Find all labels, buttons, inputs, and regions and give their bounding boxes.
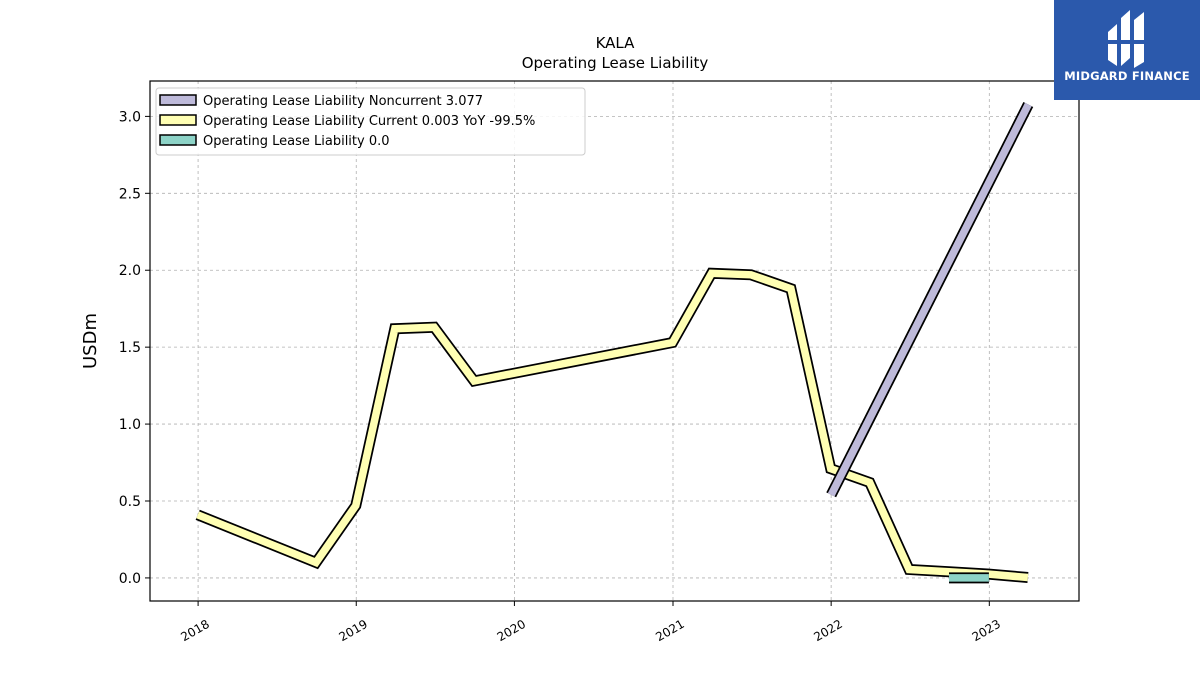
midgard-finance-logo: MIDGARD FINANCE	[1054, 0, 1200, 100]
y-tick-label: 2.0	[119, 263, 141, 279]
y-axis-label: USDm	[80, 313, 101, 369]
plot-frame	[149, 80, 1080, 602]
x-axis-ticks: 2018 2019 2020 2021 2022 2023	[178, 601, 1003, 644]
legend-label: Operating Lease Liability Noncurrent 3.0…	[203, 94, 483, 109]
legend-swatch	[159, 134, 197, 146]
legend-box	[155, 87, 586, 156]
y-tick-label: 1.5	[119, 340, 141, 356]
legend-entry: Operating Lease Liability 0.0	[159, 134, 390, 149]
y-tick-label: 2.5	[119, 186, 141, 202]
chart-title: KALA	[596, 34, 636, 52]
legend: Operating Lease Liability Noncurrent 3.0…	[155, 87, 586, 156]
legend-label: Operating Lease Liability 0.0	[203, 134, 390, 149]
y-tick-label: 0.0	[119, 571, 141, 587]
series-operating-lease-liability-noncurrent	[826, 102, 1034, 498]
legend-label: Operating Lease Liability Current 0.003 …	[203, 114, 535, 129]
x-tick-label: 2018	[178, 617, 211, 644]
series-line	[196, 269, 1029, 582]
y-tick-label: 1.0	[119, 417, 141, 433]
chart-subtitle: Operating Lease Liability	[522, 54, 709, 72]
series-line	[827, 102, 1032, 497]
series-outline	[195, 267, 1029, 583]
x-tick-label: 2021	[653, 617, 686, 644]
legend-swatch	[159, 114, 197, 126]
series-operating-lease-liability-current	[195, 267, 1029, 583]
series-layer	[195, 102, 1034, 584]
logo-text: MIDGARD FINANCE	[1064, 69, 1190, 83]
x-tick-label: 2023	[970, 617, 1003, 644]
x-tick-label: 2020	[495, 617, 528, 644]
y-tick-label: 3.0	[119, 109, 141, 125]
x-tick-label: 2022	[811, 617, 844, 644]
grid	[150, 81, 1079, 601]
x-tick-label: 2019	[337, 617, 370, 644]
legend-entry: Operating Lease Liability Noncurrent 3.0…	[159, 94, 483, 109]
y-axis-ticks: 0.0 0.5 1.0 1.5 2.0 2.5 3.0	[119, 109, 150, 587]
legend-swatch	[159, 94, 197, 106]
y-tick-label: 0.5	[119, 494, 141, 510]
legend-entry: Operating Lease Liability Current 0.003 …	[159, 114, 535, 129]
midgard-logo-icon	[1104, 10, 1150, 68]
